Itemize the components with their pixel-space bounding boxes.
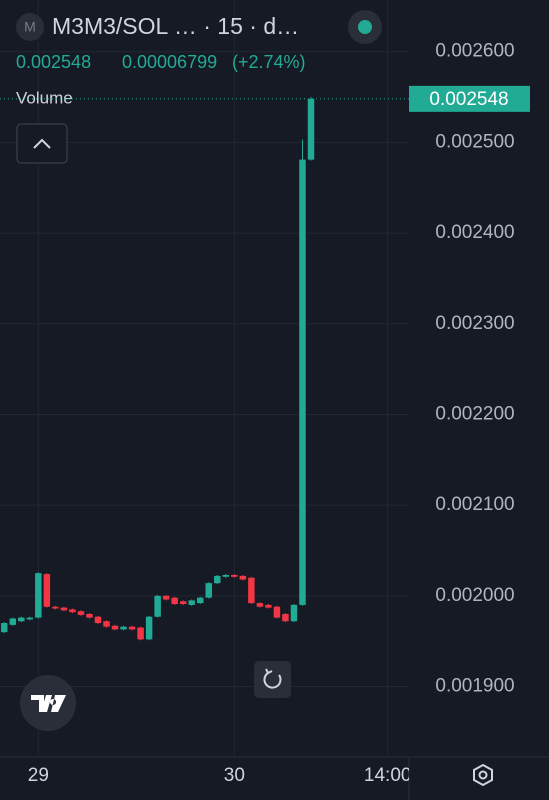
candles: [1, 97, 315, 641]
status-dot: [358, 20, 372, 34]
candle-body: [43, 574, 51, 607]
candle-body: [94, 616, 102, 624]
candle-body: [86, 613, 93, 618]
y-tick-label: 0.002200: [435, 403, 514, 424]
candle-body: [307, 98, 315, 160]
candle-body: [35, 573, 42, 618]
candle-body: [205, 583, 212, 598]
candle-body: [179, 601, 187, 605]
settings-icon: [478, 770, 488, 780]
candle-body: [231, 574, 238, 577]
candle-body: [60, 607, 68, 611]
candle-body: [77, 611, 85, 615]
candle-body: [162, 595, 170, 600]
x-tick-label: 14:00: [364, 765, 412, 786]
last-price: 0.002548: [16, 52, 91, 72]
candle-body: [239, 575, 247, 580]
candle-body: [171, 597, 178, 605]
y-axis: 0.001900 0.002000 0.002100 0.002200 0.002300…: [435, 41, 514, 697]
volume-label: Volume: [16, 88, 73, 107]
candle-body: [128, 626, 136, 630]
candle-body: [26, 617, 34, 620]
y-tick-label: 0.002600: [435, 41, 514, 62]
candle-body: [154, 595, 161, 617]
collapse-button[interactable]: [16, 123, 68, 164]
y-tick-label: 0.002400: [435, 222, 514, 243]
candle-body: [188, 600, 195, 605]
last-price-box: [409, 85, 530, 112]
change: 0.00006799: [122, 52, 217, 72]
candle-body: [9, 618, 17, 625]
candle-body: [137, 627, 144, 640]
candle-body: [214, 575, 221, 584]
candle-body: [120, 626, 127, 630]
chevron-up: [33, 138, 51, 149]
y-tick-label: 0.002300: [435, 313, 514, 334]
last-price-label: 0.002548: [429, 89, 508, 110]
y-tick-label: 0.001900: [435, 676, 514, 697]
y-tick-label: 0.002000: [435, 585, 514, 606]
symbol-icon: [16, 13, 44, 41]
candle-body: [52, 606, 59, 609]
candle-body: [103, 621, 110, 627]
y-tick-label: 0.002100: [435, 494, 514, 515]
reset-button[interactable]: [254, 661, 291, 698]
symbol-title[interactable]: M3M3/SOL … · 15 · d…: [52, 13, 299, 39]
x-tick-label: 30: [224, 765, 245, 786]
candle-body: [282, 613, 289, 622]
settings-button[interactable]: [473, 763, 493, 787]
candle-body: [69, 609, 76, 613]
candle-body: [273, 606, 281, 618]
candle-body: [145, 616, 153, 640]
change-pct: (+2.74%): [232, 52, 306, 72]
candle-body: [299, 159, 306, 605]
price-tag: 0.002548: [0, 85, 530, 112]
logo-mark: [31, 695, 66, 712]
candle-body: [248, 577, 255, 604]
candle-body: [222, 574, 230, 577]
candle-body: [265, 604, 272, 608]
candle-body: [18, 617, 25, 622]
reset-icon: [263, 672, 282, 689]
candle-body: [111, 625, 119, 630]
candle-body: [1, 623, 8, 633]
x-tick-label: 29: [28, 765, 49, 786]
reset-arrow: [265, 668, 273, 675]
candle-body: [197, 597, 204, 604]
x-axis: 29 30 14:00: [28, 765, 412, 786]
symbol-letter: M: [24, 19, 36, 35]
candle-body: [256, 603, 264, 607]
candle-body: [290, 604, 298, 622]
y-tick-label: 0.002500: [435, 131, 514, 152]
